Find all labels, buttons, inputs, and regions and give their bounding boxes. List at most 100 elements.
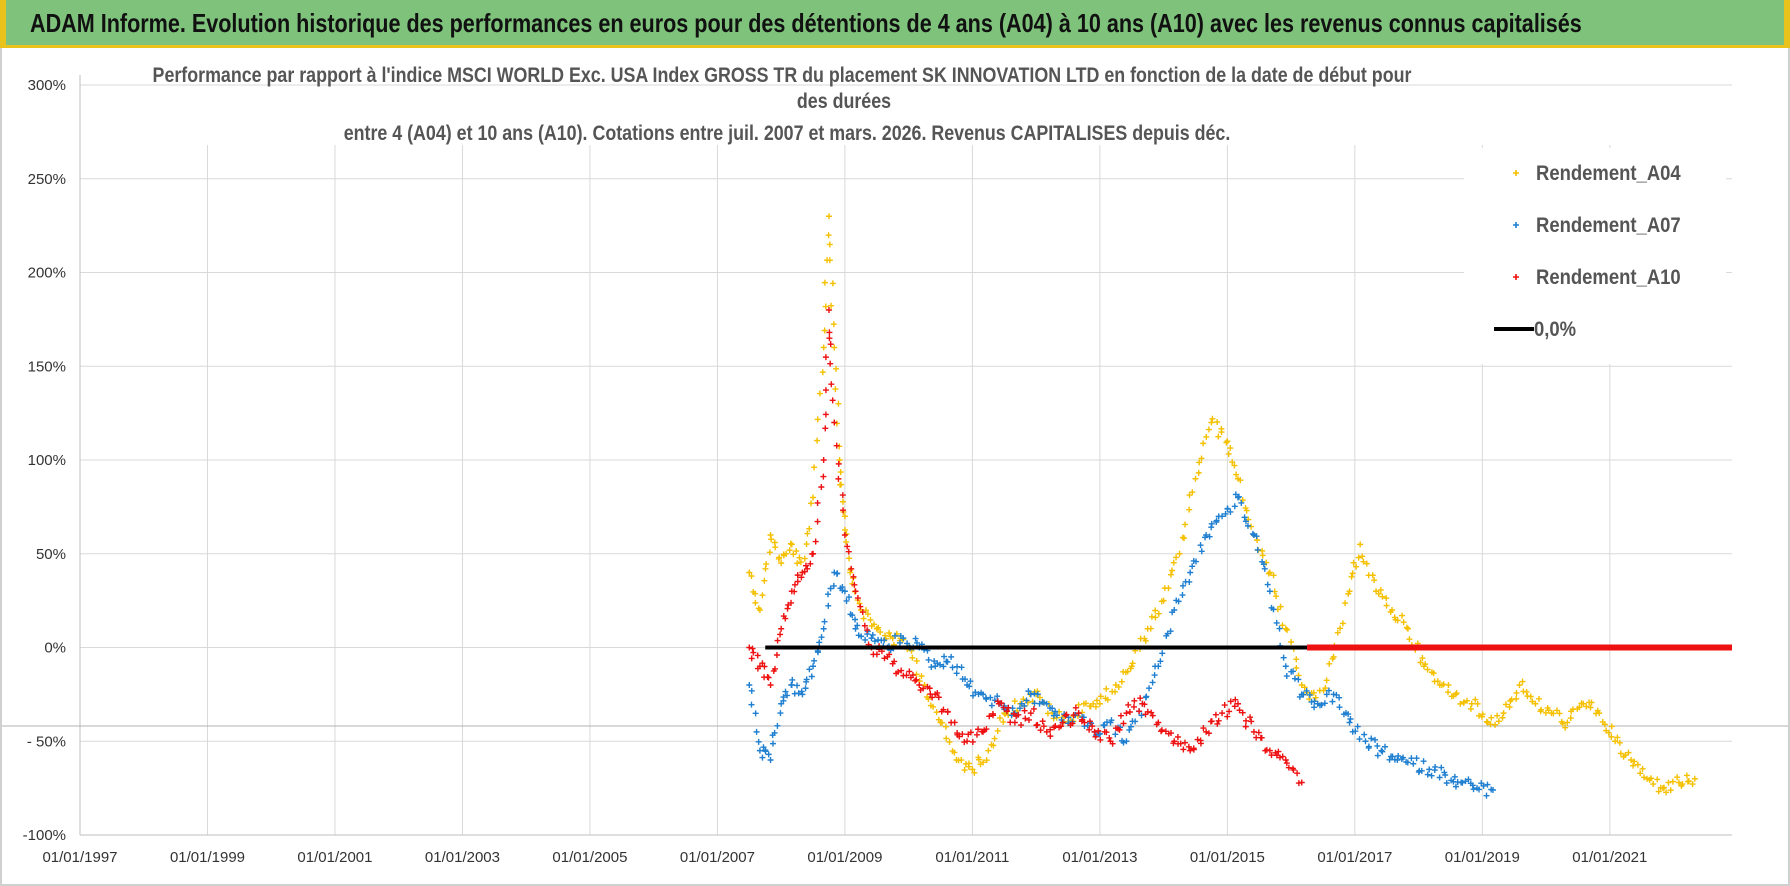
data-point <box>1025 716 1032 723</box>
data-point <box>1052 722 1059 729</box>
data-point <box>1502 701 1509 708</box>
data-point <box>1137 695 1144 702</box>
data-point <box>1200 725 1207 732</box>
data-point <box>1348 573 1355 580</box>
data-point <box>1235 493 1242 500</box>
data-point <box>862 607 869 614</box>
legend-marker <box>1513 170 1519 176</box>
data-point <box>1112 731 1119 738</box>
data-point <box>1086 718 1093 725</box>
data-point <box>1323 677 1330 684</box>
data-point <box>1394 757 1401 763</box>
data-point <box>841 513 848 520</box>
data-point <box>1608 723 1615 730</box>
x-tick-label: 01/01/2001 <box>297 849 372 866</box>
data-point <box>1467 705 1474 712</box>
data-point <box>944 658 951 665</box>
legend-marker <box>1513 222 1519 228</box>
data-point <box>1639 765 1646 772</box>
data-point <box>1129 660 1136 667</box>
data-point <box>835 460 842 467</box>
data-point <box>1091 728 1098 735</box>
data-point <box>1334 629 1341 636</box>
data-point <box>1144 708 1151 715</box>
data-point <box>786 547 793 554</box>
data-point <box>1532 700 1539 707</box>
data-point <box>1175 598 1182 605</box>
data-point <box>1479 711 1486 718</box>
data-point <box>1523 688 1530 695</box>
data-point <box>1208 419 1215 426</box>
data-point <box>837 469 844 476</box>
data-point <box>1147 625 1154 632</box>
data-point <box>1354 723 1361 730</box>
data-point <box>928 664 935 671</box>
data-point <box>1227 698 1234 705</box>
data-point <box>1655 788 1662 795</box>
data-point <box>852 616 859 623</box>
data-point <box>1418 767 1425 774</box>
data-point <box>840 498 847 505</box>
data-point <box>1654 776 1661 783</box>
data-point <box>828 302 835 309</box>
data-point <box>1106 734 1113 741</box>
data-point <box>816 390 823 397</box>
data-point <box>1208 718 1215 725</box>
data-point <box>1648 775 1655 782</box>
data-point <box>1506 704 1513 711</box>
data-point <box>892 632 899 639</box>
data-point <box>868 635 875 642</box>
data-point <box>1186 506 1193 513</box>
data-point <box>1562 724 1569 731</box>
data-point <box>1176 550 1183 557</box>
data-point <box>1336 704 1343 711</box>
data-point <box>867 616 874 623</box>
data-point <box>798 688 805 695</box>
data-point <box>891 658 898 665</box>
data-point <box>851 581 858 588</box>
data-point <box>1023 697 1030 704</box>
data-point <box>1241 514 1248 521</box>
y-tick-label: -100% <box>23 827 66 844</box>
data-point <box>951 719 958 726</box>
data-point <box>771 665 778 672</box>
data-point <box>1167 730 1174 737</box>
page-title: ADAM Informe. Evolution historique des p… <box>30 8 1582 38</box>
data-point <box>1346 719 1353 726</box>
data-point <box>852 625 859 632</box>
data-point <box>1103 729 1110 736</box>
data-point <box>1214 720 1221 727</box>
data-point <box>1103 685 1110 692</box>
data-point <box>843 597 850 604</box>
data-point <box>956 733 963 740</box>
data-point <box>833 570 840 577</box>
data-point <box>820 625 827 632</box>
data-point <box>1174 733 1181 740</box>
data-point <box>934 689 941 696</box>
legend-item-zero: 0,0% <box>1494 318 1576 341</box>
data-point <box>1126 708 1133 715</box>
data-point <box>1020 696 1027 703</box>
data-point <box>761 663 768 670</box>
data-point <box>784 692 791 699</box>
chart-title-layer: Performance par rapport à l'indice MSCI … <box>153 64 1412 146</box>
data-point <box>944 708 951 715</box>
data-point <box>1404 625 1411 632</box>
data-point <box>1665 779 1672 786</box>
data-point <box>906 668 913 675</box>
x-tick-label: 01/01/2019 <box>1445 849 1520 866</box>
data-point <box>1545 707 1552 714</box>
data-point <box>1529 698 1536 705</box>
x-tick-label: 01/01/2009 <box>807 849 882 866</box>
data-point <box>821 618 828 625</box>
data-point <box>1219 710 1226 717</box>
data-point <box>916 682 923 688</box>
data-point <box>820 457 827 463</box>
data-point <box>1205 730 1212 737</box>
data-point <box>1663 789 1670 796</box>
data-point <box>761 577 768 584</box>
data-point <box>942 723 949 730</box>
data-point <box>1247 714 1254 721</box>
data-point <box>1101 722 1108 729</box>
data-point <box>1400 619 1407 626</box>
